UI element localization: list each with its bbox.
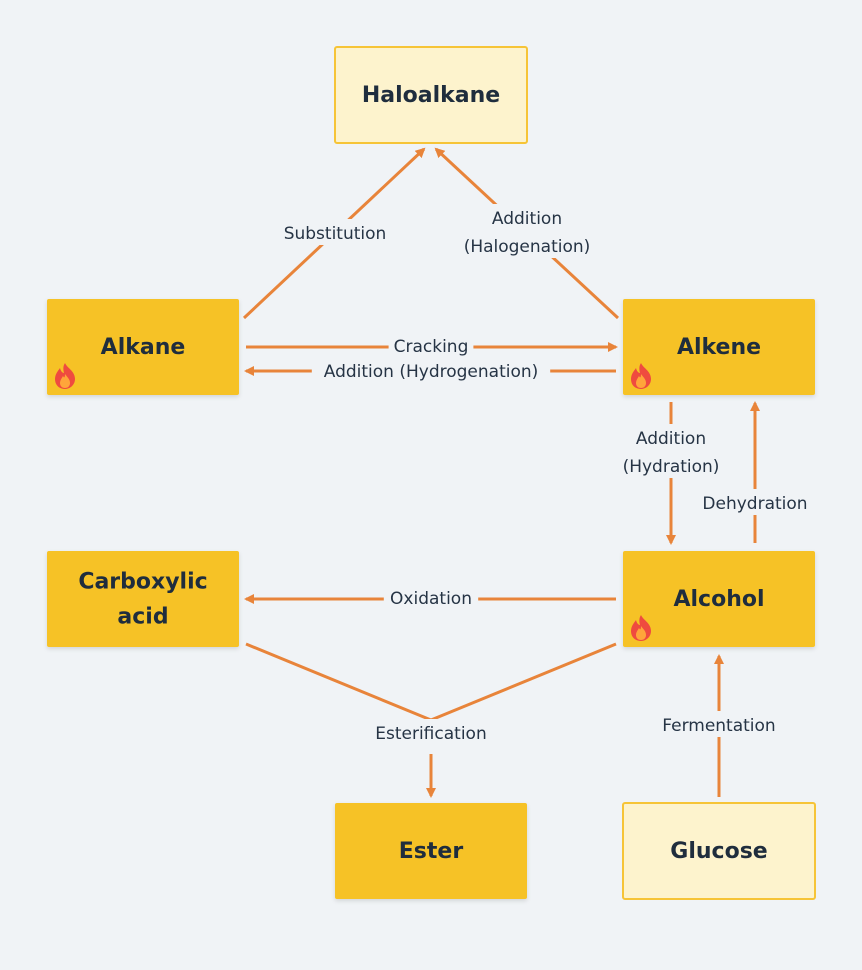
node-haloalkane-box bbox=[334, 46, 528, 144]
edge-halogenation-label-bg bbox=[455, 204, 599, 258]
node-ester-box bbox=[335, 803, 527, 899]
edge-esterification-line bbox=[430, 642, 617, 722]
edge-esterification: Esterification bbox=[245, 642, 617, 798]
edge-dehydration: Dehydration bbox=[698, 401, 812, 543]
fire-icon bbox=[631, 615, 651, 641]
edge-halogenation-label: (Halogenation) bbox=[464, 237, 591, 257]
node-glucose-box bbox=[622, 802, 816, 900]
node-alcohol-box bbox=[623, 551, 815, 647]
edge-cracking: Cracking bbox=[246, 332, 618, 358]
node-alkene-box bbox=[623, 299, 815, 395]
edge-substitution-label: Substitution bbox=[284, 224, 387, 244]
edge-esterification-label: Esterification bbox=[375, 724, 486, 744]
edge-dehydration-label-bg bbox=[698, 489, 812, 515]
edge-hydration-label: Addition bbox=[636, 429, 706, 449]
node-alcohol-label: Alcohol bbox=[673, 587, 764, 612]
edge-hydration: Addition (Hydration) bbox=[614, 402, 728, 545]
node-alkane: Alkane bbox=[47, 299, 239, 395]
edge-fermentation-label: Fermentation bbox=[662, 716, 775, 736]
edge-halogenation: Addition (Halogenation) bbox=[434, 147, 620, 320]
fire-icon bbox=[55, 363, 75, 389]
node-ester: Ester bbox=[335, 803, 527, 899]
edges-layer: Substitution Addition (Halogenation) Cracki… bbox=[242, 147, 812, 798]
edge-cracking-label: Cracking bbox=[394, 337, 469, 357]
edge-oxidation-label-bg bbox=[383, 584, 479, 610]
edge-oxidation: Oxidation bbox=[244, 584, 616, 610]
edge-substitution-label-bg bbox=[273, 219, 397, 245]
node-carboxylic-acid-label: acid bbox=[117, 605, 168, 630]
node-haloalkane: Haloalkane bbox=[334, 46, 528, 144]
edge-fermentation-label-bg bbox=[657, 711, 781, 737]
edge-dehydration-label: Dehydration bbox=[702, 494, 807, 514]
node-carboxylic-acid-label: Carboxylic bbox=[78, 570, 207, 595]
fire-icon bbox=[631, 363, 651, 389]
edge-hydrogenation: Addition (Hydrogenation) bbox=[244, 357, 616, 383]
edge-oxidation-label: Oxidation bbox=[390, 589, 472, 609]
nodes-layer: Haloalkane Alkane Alkene Carboxylic acid Alco… bbox=[47, 46, 816, 900]
node-carboxylic-acid: Carboxylic acid bbox=[47, 551, 239, 647]
edge-hydration-label-bg bbox=[614, 424, 728, 478]
node-alkane-box bbox=[47, 299, 239, 395]
node-glucose-label: Glucose bbox=[670, 839, 767, 864]
node-alkene-label: Alkene bbox=[677, 335, 761, 360]
node-alcohol: Alcohol bbox=[623, 551, 815, 647]
edge-cracking-label-bg bbox=[388, 332, 474, 358]
edge-substitution: Substitution bbox=[242, 147, 426, 320]
edge-fermentation: Fermentation bbox=[657, 654, 781, 797]
node-ester-label: Ester bbox=[399, 839, 464, 864]
edge-hydrogenation-label: Addition (Hydrogenation) bbox=[324, 362, 539, 382]
edge-hydrogenation-label-bg bbox=[311, 357, 551, 383]
edge-esterification-line bbox=[245, 642, 432, 722]
node-carboxylic-acid-box bbox=[47, 551, 239, 647]
node-haloalkane-label: Haloalkane bbox=[362, 83, 500, 108]
edge-halogenation-label: Addition bbox=[492, 209, 562, 229]
edge-esterification-label-bg bbox=[359, 719, 503, 745]
edge-hydration-label: (Hydration) bbox=[623, 457, 720, 477]
node-alkane-label: Alkane bbox=[101, 335, 186, 360]
node-alkene: Alkene bbox=[623, 299, 815, 395]
node-glucose: Glucose bbox=[622, 802, 816, 900]
